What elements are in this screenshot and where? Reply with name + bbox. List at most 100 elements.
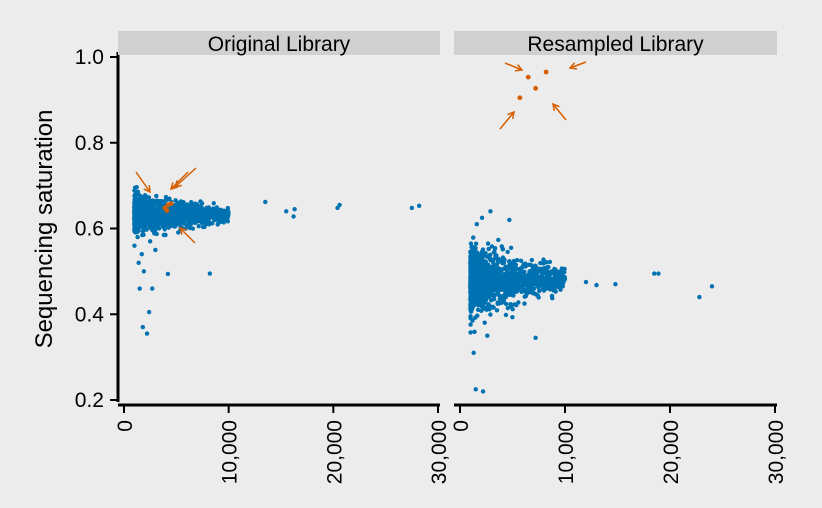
data-point bbox=[478, 255, 483, 261]
facet-title: Resampled Library bbox=[527, 33, 704, 56]
data-point bbox=[482, 279, 487, 285]
data-point bbox=[468, 259, 473, 264]
y-axis-title: Sequencing saturation bbox=[31, 110, 58, 349]
data-point bbox=[199, 220, 205, 225]
data-point bbox=[157, 213, 162, 218]
data-point bbox=[468, 330, 473, 335]
annotation-arrow bbox=[135, 171, 151, 193]
data-point bbox=[216, 220, 221, 226]
data-point bbox=[292, 207, 297, 212]
data-point bbox=[163, 218, 168, 223]
data-point bbox=[166, 225, 171, 230]
data-point bbox=[510, 274, 516, 280]
data-point bbox=[139, 214, 144, 220]
data-point bbox=[139, 252, 144, 257]
data-point bbox=[201, 216, 206, 222]
data-point bbox=[142, 212, 148, 217]
data-point bbox=[503, 312, 509, 318]
data-point bbox=[508, 304, 514, 309]
data-point bbox=[546, 264, 551, 270]
data-point bbox=[416, 203, 422, 208]
data-point bbox=[520, 285, 525, 290]
data-point bbox=[134, 184, 139, 190]
y-tick-label: 0.4 bbox=[75, 303, 105, 326]
data-point bbox=[471, 235, 476, 240]
data-point bbox=[152, 228, 158, 234]
facet-title: Original Library bbox=[208, 33, 351, 56]
x-tick-label: 10,000 bbox=[219, 420, 242, 484]
data-point bbox=[471, 350, 476, 356]
y-tick-label: 0.6 bbox=[75, 218, 104, 241]
data-point bbox=[518, 273, 524, 278]
data-point bbox=[523, 261, 528, 266]
data-point bbox=[551, 278, 557, 283]
data-point bbox=[515, 281, 520, 287]
data-point bbox=[483, 274, 489, 279]
data-point bbox=[480, 299, 486, 304]
data-point bbox=[225, 205, 231, 211]
data-point bbox=[213, 214, 218, 220]
data-point bbox=[522, 301, 527, 306]
data-point bbox=[486, 246, 491, 252]
data-point bbox=[180, 216, 186, 221]
data-point bbox=[146, 221, 151, 226]
facet-strip bbox=[454, 31, 777, 55]
data-point bbox=[505, 249, 510, 255]
data-point bbox=[170, 208, 175, 213]
data-point bbox=[147, 239, 153, 244]
data-point bbox=[476, 298, 481, 304]
data-point bbox=[529, 257, 535, 263]
data-point bbox=[140, 223, 146, 229]
data-point bbox=[500, 247, 506, 252]
data-point bbox=[509, 264, 514, 270]
data-point bbox=[475, 277, 481, 282]
data-point bbox=[523, 289, 528, 294]
data-point bbox=[482, 284, 487, 290]
data-point bbox=[656, 271, 661, 276]
data-point bbox=[511, 293, 516, 298]
data-point bbox=[518, 269, 524, 275]
data-point bbox=[200, 224, 206, 230]
data-point bbox=[132, 201, 137, 206]
data-point bbox=[157, 209, 162, 215]
data-point bbox=[507, 259, 512, 264]
data-point bbox=[141, 199, 147, 204]
data-point bbox=[491, 305, 496, 310]
data-point bbox=[594, 282, 599, 288]
data-point bbox=[534, 292, 539, 297]
data-point bbox=[470, 318, 475, 323]
data-point bbox=[487, 303, 492, 308]
facet-strip bbox=[118, 31, 440, 55]
annotation-arrow bbox=[174, 167, 197, 188]
data-point bbox=[504, 284, 509, 289]
data-point bbox=[510, 284, 515, 290]
x-tick-label: 30,000 bbox=[765, 420, 788, 484]
data-point bbox=[132, 193, 138, 199]
data-point bbox=[492, 245, 498, 251]
x-tick-label: 20,000 bbox=[323, 420, 346, 484]
data-point bbox=[140, 232, 145, 238]
data-point bbox=[207, 271, 213, 276]
data-point bbox=[291, 214, 296, 219]
data-point bbox=[468, 322, 473, 327]
data-point bbox=[553, 289, 558, 294]
y-tick-label: 0.2 bbox=[75, 389, 104, 412]
data-point bbox=[188, 203, 193, 208]
data-point bbox=[531, 286, 537, 291]
annotation-arrowhead bbox=[507, 110, 515, 120]
data-point bbox=[488, 209, 493, 214]
data-point bbox=[509, 278, 514, 284]
data-point bbox=[497, 296, 503, 301]
data-point bbox=[144, 227, 149, 232]
data-point bbox=[132, 243, 137, 248]
data-point bbox=[514, 302, 519, 308]
data-point bbox=[470, 290, 476, 296]
data-point bbox=[468, 250, 473, 255]
data-point bbox=[553, 267, 558, 273]
data-point bbox=[135, 234, 140, 240]
highlight-point bbox=[517, 95, 523, 101]
data-point bbox=[160, 222, 165, 227]
annotation-arrow bbox=[504, 62, 523, 71]
data-point bbox=[469, 306, 475, 312]
data-point bbox=[225, 212, 230, 218]
